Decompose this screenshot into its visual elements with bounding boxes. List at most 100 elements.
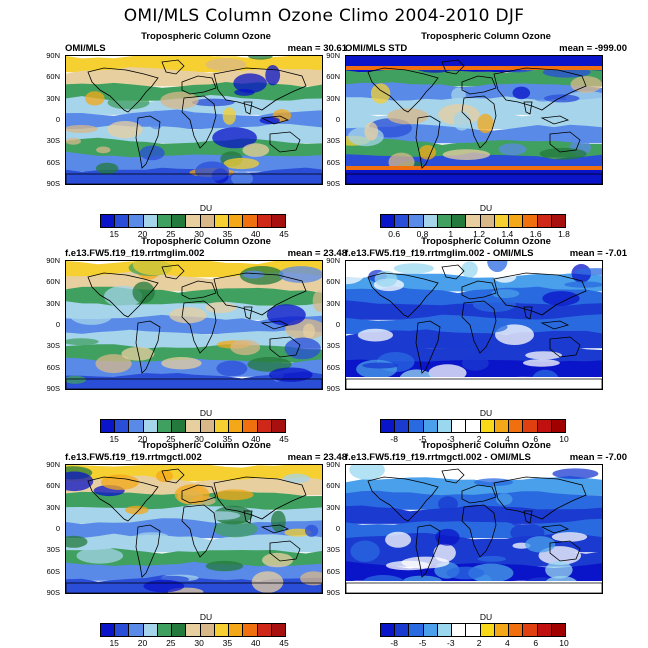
- contour-patch: [213, 520, 258, 538]
- colorbar-swatch: [494, 420, 510, 432]
- colorbar-label: 30: [194, 229, 204, 239]
- colorbar-swatch: [101, 624, 116, 636]
- contour-patch: [100, 474, 139, 490]
- colorbar-swatch: [480, 624, 495, 636]
- coastline: [461, 504, 497, 558]
- contour-patch: [487, 261, 508, 272]
- coastline: [540, 115, 570, 125]
- lat-tick-label: 30S: [46, 545, 60, 555]
- colorbar-swatch: [537, 624, 552, 636]
- panel-left-string: f.e13.FW5.f19_f19.rrtmgctl.002: [65, 452, 202, 463]
- colorbar-swatch: [101, 215, 116, 227]
- colorbar-label: 4: [505, 434, 510, 444]
- lat-tick-label: 90N: [326, 51, 340, 60]
- colorbar-swatch: [200, 420, 215, 432]
- contour-patch: [269, 367, 313, 382]
- panel-gctl-diff: Tropospheric Column Ozone f.e13.FW5.f19_f…: [326, 440, 628, 648]
- coastline: [269, 540, 301, 562]
- colorbar: [380, 214, 566, 228]
- contour-patch: [247, 357, 292, 372]
- ozone-map: [66, 261, 322, 389]
- colorbar-swatch: [229, 215, 244, 227]
- lat-tick-label: 30S: [46, 136, 60, 146]
- colorbar-swatch: [452, 215, 467, 227]
- colorbar-swatch: [509, 215, 524, 227]
- colorbar-swatch: [452, 420, 467, 432]
- colorbar-swatch: [537, 215, 552, 227]
- coastline: [260, 524, 290, 534]
- contour-patch: [132, 281, 155, 304]
- contour-patch: [95, 354, 132, 374]
- contour-patch: [233, 73, 267, 93]
- colorbar-label: 1.2: [473, 229, 485, 239]
- colorbar-label: 20: [137, 638, 148, 648]
- colorbar-label: 25: [166, 229, 176, 239]
- panel-left-string: OMI/MLS: [65, 43, 106, 54]
- colorbar-swatch: [395, 420, 410, 432]
- ozone-map: [346, 465, 602, 593]
- colorbar-swatch: [509, 624, 524, 636]
- lat-tick-label: 90S: [46, 383, 60, 393]
- lat-tick-label: 60N: [46, 481, 60, 491]
- coastline: [243, 510, 253, 524]
- colorbar-swatch: [214, 215, 230, 227]
- contour-patch: [461, 261, 478, 278]
- colorbar-swatch: [395, 215, 410, 227]
- contour-patch: [491, 289, 520, 298]
- panel-title: Tropospheric Column Ozone: [421, 440, 551, 451]
- contour-patch: [66, 471, 94, 492]
- contour-patch: [552, 468, 599, 479]
- colorbar-label: 10: [559, 434, 569, 444]
- colorbar-label: 0.8: [416, 229, 429, 239]
- lat-tick-label: 30S: [326, 136, 340, 146]
- coastline: [181, 300, 217, 354]
- contour-band: [346, 286, 602, 306]
- contour-band: [66, 518, 322, 539]
- coastline: [213, 67, 307, 111]
- contour-patch: [346, 377, 602, 389]
- contour-patch: [222, 107, 236, 125]
- colorbar-swatch: [409, 215, 424, 227]
- colorbar-swatch: [143, 624, 158, 636]
- colorbar-label: 25: [166, 638, 176, 648]
- panel-mean: mean = -7.00: [569, 452, 627, 463]
- colorbar-swatch: [437, 215, 453, 227]
- colorbar-swatch: [143, 420, 158, 432]
- contour-band: [66, 533, 322, 553]
- colorbar-swatch: [409, 624, 424, 636]
- map-frame: [345, 464, 603, 594]
- contour-patch: [493, 269, 517, 283]
- lat-tick-label: 60S: [326, 566, 340, 576]
- contour-patch: [303, 323, 315, 339]
- coastline: [461, 280, 497, 300]
- colorbar-swatch: [466, 624, 481, 636]
- lat-tick-label: 60N: [46, 277, 60, 287]
- colorbar-swatch: [551, 624, 566, 636]
- contour-patch: [284, 528, 312, 537]
- contour-patch: [242, 143, 270, 157]
- contour-patch: [284, 337, 321, 360]
- lat-tick-label: 60S: [46, 157, 60, 167]
- coastline: [493, 272, 587, 316]
- contour-patch: [349, 465, 385, 480]
- colorbar-swatch: [129, 624, 144, 636]
- colorbar-label: 1.6: [529, 229, 542, 239]
- panel-mean: mean = -7.01: [569, 248, 627, 259]
- colorbar: [100, 419, 286, 433]
- contour-patch: [565, 91, 602, 106]
- coastline: [135, 524, 161, 578]
- lat-axis: 90N 60N 30N 0 30S 60S 90S: [34, 460, 62, 597]
- contour-band: [346, 138, 602, 158]
- panel-mean: mean = 23.48: [287, 248, 347, 259]
- contour-patch: [461, 355, 489, 371]
- colorbar-swatch: [480, 215, 495, 227]
- colorbar-swatch: [157, 420, 173, 432]
- lat-tick-label: 90N: [46, 256, 60, 265]
- contour-patch: [427, 340, 472, 350]
- lat-tick-label: 60N: [326, 277, 340, 287]
- lat-tick-label: 30S: [326, 545, 340, 555]
- colorbar-label: 15: [109, 638, 119, 648]
- ozone-map: [66, 56, 322, 184]
- colorbar-swatch: [423, 420, 438, 432]
- contour-patch: [283, 473, 310, 484]
